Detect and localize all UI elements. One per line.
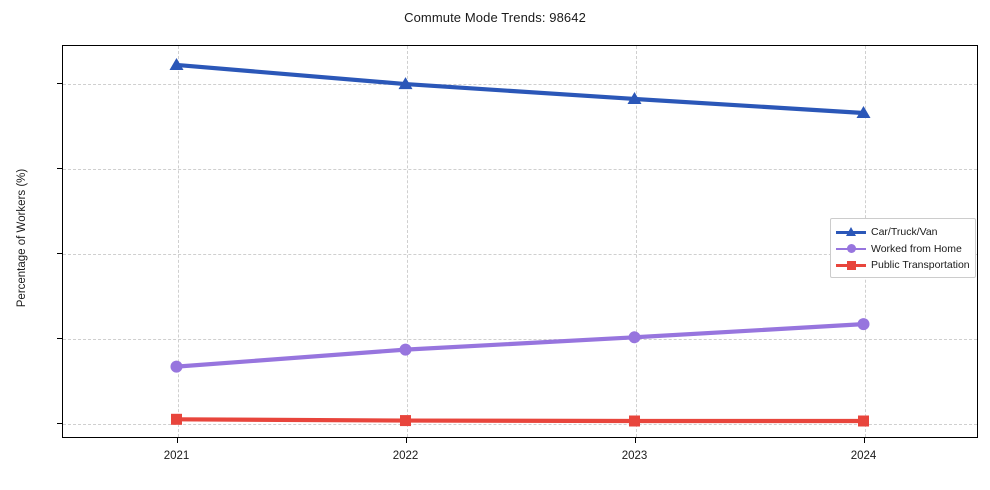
y-tick-mark [57,338,62,340]
chart-canvas [169,57,871,427]
data-point-marker [628,331,641,344]
data-point-marker [169,57,184,70]
data-point-marker [857,318,870,331]
gridline-vertical [406,46,408,437]
gridline-horizontal [63,84,977,86]
data-point-marker [399,343,412,356]
gridline-horizontal [63,254,977,256]
legend-swatch-car [836,224,866,240]
y-tick-mark [57,168,62,170]
square-marker-icon [847,260,856,270]
x-tick-label: 2021 [163,450,190,462]
x-tick-label: 2023 [621,450,648,462]
legend-item-home: Worked from Home [836,241,969,258]
x-tick-mark [634,438,636,443]
gridline-horizontal [63,169,977,171]
circle-marker-icon [847,244,856,254]
gridline-horizontal [63,424,977,426]
data-point-marker [400,415,411,427]
data-point-marker [398,77,413,90]
legend-item-car: Car/Truck/Van [836,224,969,241]
gridline-horizontal [63,339,977,341]
series-line [174,417,866,424]
data-point-marker [171,413,182,425]
legend-swatch-home [836,241,866,257]
series-line [174,62,866,116]
legend-item-transit: Public Transportation [836,257,970,274]
y-tick-mark [57,423,62,425]
data-point-marker [858,415,869,427]
y-axis-label: Percentage of Workers (%) [16,168,28,308]
data-point-marker [627,91,642,104]
data-point-marker [629,415,640,427]
legend-label-car: Car/Truck/Van [871,226,938,239]
gridline-vertical [635,46,637,437]
triangle-marker-icon [846,227,856,237]
gridline-vertical [177,46,179,437]
x-tick-label: 2022 [392,450,419,462]
data-point-marker [170,360,183,373]
y-tick-mark [57,83,62,85]
x-tick-mark [405,438,407,443]
y-tick-mark [57,253,62,255]
chart-title: Commute Mode Trends: 98642 [404,10,586,25]
legend-label-transit: Public Transportation [871,259,970,272]
x-tick-label: 2024 [850,450,877,462]
legend-swatch-transit [836,257,866,273]
chart-legend: Car/Truck/Van Worked from Home Public Tr… [830,218,976,278]
x-tick-mark [176,438,178,443]
x-tick-mark [863,438,865,443]
legend-label-home: Worked from Home [871,242,962,255]
data-point-marker [856,105,871,118]
series-line [174,322,866,369]
